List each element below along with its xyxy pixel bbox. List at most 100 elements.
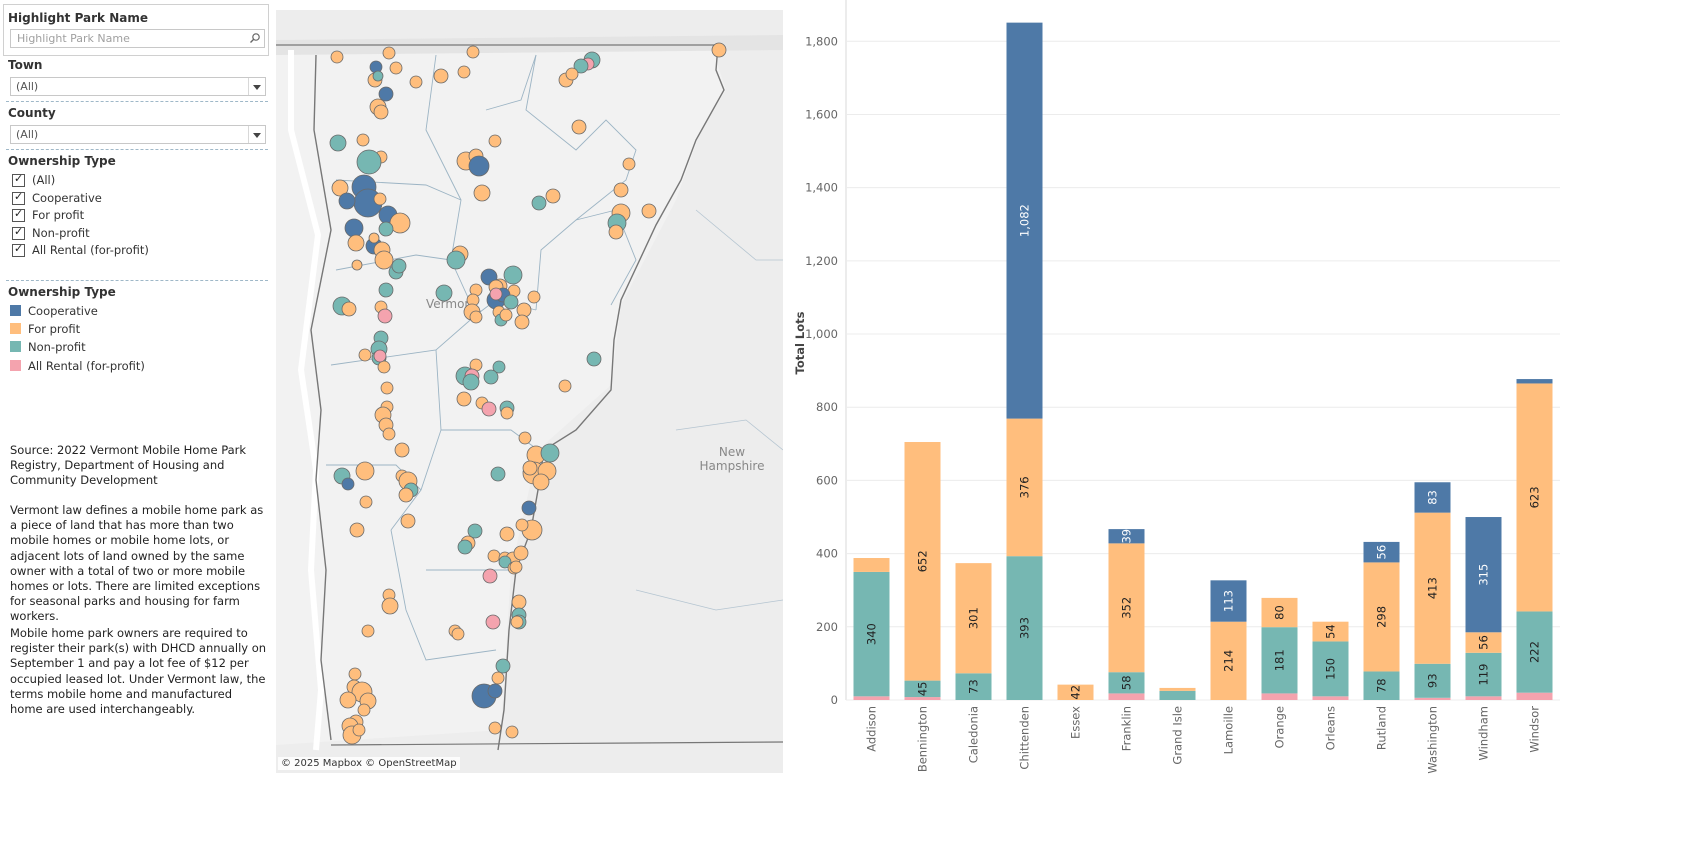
park-marker[interactable] — [558, 379, 572, 393]
bar-segment[interactable] — [1108, 693, 1145, 700]
park-marker[interactable] — [532, 473, 550, 491]
bar-segment[interactable] — [1108, 543, 1145, 673]
checkbox[interactable] — [12, 190, 25, 205]
park-marker[interactable] — [608, 224, 624, 240]
park-marker[interactable] — [341, 301, 357, 317]
park-marker[interactable] — [359, 495, 373, 509]
park-marker[interactable] — [344, 218, 364, 238]
park-markers[interactable] — [329, 42, 727, 745]
park-marker[interactable] — [380, 381, 394, 395]
bar-segment[interactable] — [1057, 684, 1094, 700]
park-marker[interactable] — [481, 401, 497, 417]
park-marker[interactable] — [468, 155, 490, 177]
park-marker[interactable] — [381, 597, 399, 615]
park-marker[interactable] — [515, 518, 529, 532]
park-marker[interactable] — [456, 391, 472, 407]
park-marker[interactable] — [469, 310, 483, 324]
bar-segment[interactable] — [1006, 22, 1043, 419]
park-marker[interactable] — [361, 624, 375, 638]
park-marker[interactable] — [641, 203, 657, 219]
park-marker[interactable] — [372, 70, 384, 82]
park-marker[interactable] — [571, 119, 587, 135]
bar-segment[interactable] — [1516, 383, 1553, 612]
park-marker[interactable] — [518, 431, 532, 445]
park-marker[interactable] — [531, 195, 547, 211]
park-marker[interactable] — [482, 568, 498, 584]
park-marker[interactable] — [352, 723, 366, 737]
park-marker[interactable] — [457, 65, 471, 79]
park-marker[interactable] — [457, 539, 473, 555]
park-marker[interactable] — [540, 443, 560, 463]
park-marker[interactable] — [331, 179, 349, 197]
park-marker[interactable] — [513, 545, 529, 561]
park-marker[interactable] — [378, 86, 394, 102]
bar-segment[interactable] — [1006, 418, 1043, 557]
park-map[interactable]: Vermont New Hampshire — [276, 10, 783, 773]
park-marker[interactable] — [394, 442, 410, 458]
park-marker[interactable] — [514, 314, 530, 330]
park-marker[interactable] — [545, 188, 561, 204]
park-marker[interactable] — [487, 549, 501, 563]
bar-segment[interactable] — [1312, 696, 1349, 700]
bar-segment[interactable] — [1261, 627, 1298, 694]
chevron-down-icon[interactable] — [248, 126, 265, 143]
bar-segment[interactable] — [955, 673, 992, 700]
park-marker[interactable] — [377, 308, 393, 324]
park-marker[interactable] — [511, 594, 527, 610]
park-marker[interactable] — [510, 615, 524, 629]
park-marker[interactable] — [389, 61, 403, 75]
checkbox[interactable] — [12, 242, 25, 257]
park-marker[interactable] — [521, 500, 537, 516]
bar-segment[interactable] — [1414, 482, 1451, 513]
bar-segment[interactable] — [1108, 529, 1145, 544]
park-marker[interactable] — [329, 134, 347, 152]
park-marker[interactable] — [499, 308, 513, 322]
bar-segment[interactable] — [1465, 632, 1502, 653]
park-marker[interactable] — [490, 466, 506, 482]
county-dropdown[interactable]: (All) — [10, 125, 266, 144]
town-dropdown[interactable]: (All) — [10, 77, 266, 96]
bar-segment[interactable] — [1363, 671, 1400, 700]
park-marker[interactable] — [573, 58, 589, 74]
park-marker[interactable] — [485, 614, 501, 630]
bar-segment[interactable] — [853, 571, 890, 697]
bar-segment[interactable] — [1516, 692, 1553, 700]
bar-segment[interactable] — [1363, 562, 1400, 672]
bar-segment[interactable] — [1108, 672, 1145, 694]
bar-segment[interactable] — [904, 680, 941, 698]
bar-segment[interactable] — [1516, 611, 1553, 693]
bar-segment[interactable] — [1210, 621, 1247, 700]
park-marker[interactable] — [488, 134, 502, 148]
park-marker[interactable] — [373, 104, 389, 120]
park-marker[interactable] — [451, 627, 465, 641]
bar-segment[interactable] — [1516, 379, 1553, 384]
park-marker[interactable] — [330, 50, 344, 64]
park-marker[interactable] — [368, 232, 380, 244]
bar-segment[interactable] — [853, 696, 890, 700]
park-marker[interactable] — [398, 487, 414, 503]
park-marker[interactable] — [339, 691, 357, 709]
bar-segment[interactable] — [904, 442, 941, 681]
park-marker[interactable] — [433, 68, 449, 84]
bar-segment[interactable] — [1159, 690, 1196, 700]
bar-segment[interactable] — [1210, 580, 1247, 622]
park-marker[interactable] — [349, 522, 365, 538]
park-marker[interactable] — [498, 555, 512, 569]
park-marker[interactable] — [338, 192, 356, 210]
bar-segment[interactable] — [1465, 696, 1502, 700]
park-marker[interactable] — [358, 348, 372, 362]
park-marker[interactable] — [489, 287, 503, 301]
park-marker[interactable] — [356, 133, 370, 147]
bar-segment[interactable] — [1261, 693, 1298, 700]
park-marker[interactable] — [466, 45, 480, 59]
bar-segment[interactable] — [1465, 652, 1502, 697]
bar-segment[interactable] — [1465, 517, 1502, 633]
park-marker[interactable] — [382, 427, 396, 441]
park-marker[interactable] — [495, 658, 511, 674]
bar-segment[interactable] — [1414, 697, 1451, 700]
park-marker[interactable] — [487, 683, 503, 699]
park-marker[interactable] — [500, 406, 514, 420]
park-marker[interactable] — [491, 671, 505, 685]
park-marker[interactable] — [400, 513, 416, 529]
park-marker[interactable] — [435, 284, 453, 302]
